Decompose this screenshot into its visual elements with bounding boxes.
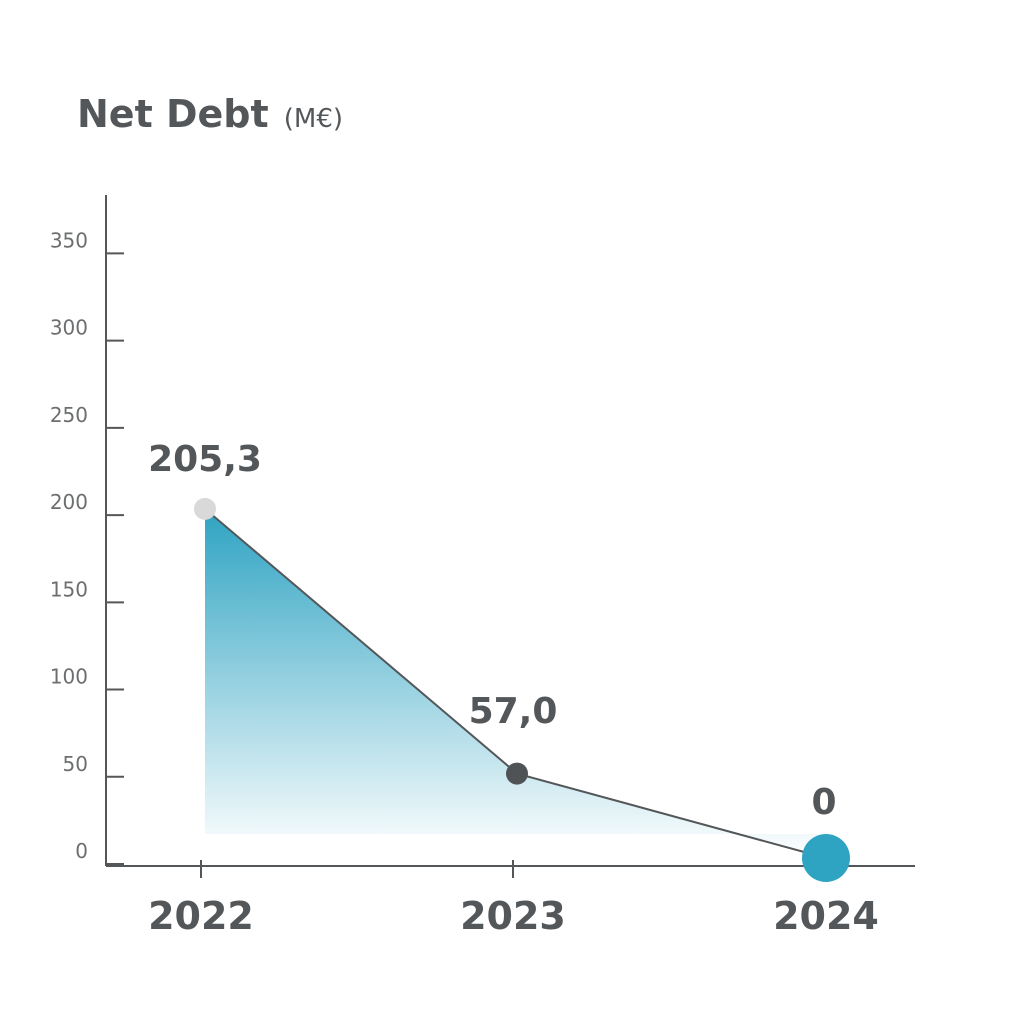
area-fill xyxy=(205,508,826,858)
chart-title-unit: (M€) xyxy=(284,104,343,134)
data-point-2023 xyxy=(506,762,528,785)
point-layer xyxy=(194,497,850,882)
x-tick-label-2023: 2023 xyxy=(460,894,566,938)
data-point-2022 xyxy=(194,497,216,520)
data-label-2024: 0 xyxy=(811,782,836,823)
chart-title-main: Net Debt xyxy=(77,92,269,136)
y-tick-label-350: 350 xyxy=(50,228,88,252)
y-tick-label-0: 0 xyxy=(75,839,88,863)
y-tick-label-150: 150 xyxy=(50,577,88,601)
label-layer: 205,3 57,0 0 xyxy=(148,439,836,823)
area-layer xyxy=(205,508,826,858)
y-tick-label-200: 200 xyxy=(50,490,88,514)
y-tick-label-50: 50 xyxy=(63,752,88,776)
data-label-2023: 57,0 xyxy=(469,691,558,732)
y-tick-label-250: 250 xyxy=(50,403,88,427)
y-tick-label-300: 300 xyxy=(50,316,88,340)
x-tick-label-2022: 2022 xyxy=(148,894,254,938)
axis-layer: 0 50 100 150 200 250 300 350 2022 2023 2024 xyxy=(50,195,915,938)
y-tick-label-100: 100 xyxy=(50,665,88,689)
data-label-2022: 205,3 xyxy=(148,439,262,480)
chart-title: Net Debt (M€) xyxy=(77,92,343,136)
data-point-2024 xyxy=(802,834,850,882)
x-tick-label-2024: 2024 xyxy=(773,894,879,938)
